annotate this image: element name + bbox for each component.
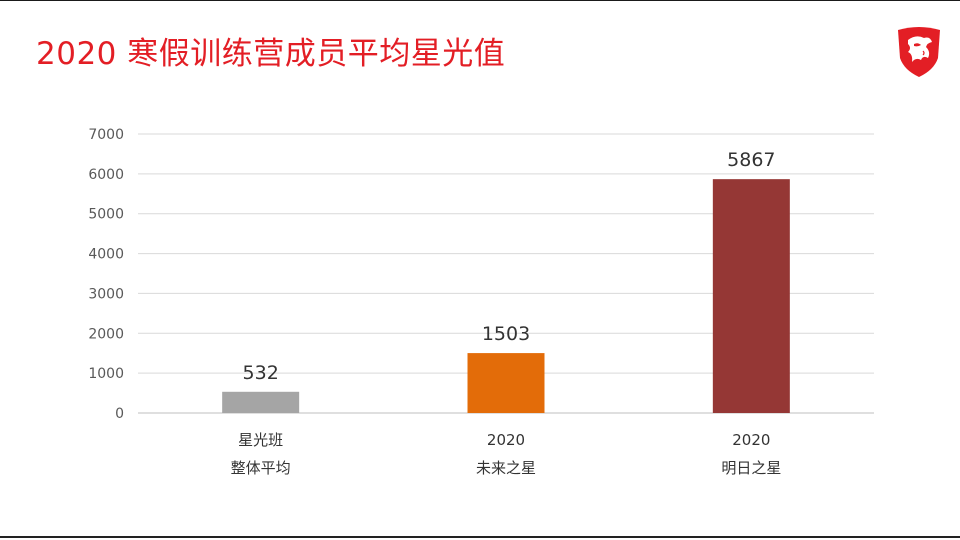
y-tick-label: 6000: [88, 167, 124, 183]
bars: [222, 179, 790, 413]
bar: [222, 391, 300, 413]
y-tick-label: 7000: [88, 127, 124, 143]
top-divider: [0, 0, 960, 1]
slide-title: 2020 寒假训练营成员平均星光值: [36, 36, 506, 72]
bottom-divider: [0, 536, 960, 538]
data-labels: 532 1503 5867: [243, 149, 776, 384]
bar: [467, 353, 545, 413]
y-tick-label: 2000: [88, 326, 124, 342]
y-tick-label: 3000: [88, 286, 124, 302]
data-label: 532: [243, 362, 279, 384]
y-tick-label: 5000: [88, 207, 124, 223]
category-label: 整体平均: [231, 459, 291, 477]
category-label: 2020: [487, 431, 525, 449]
data-label: 1503: [482, 323, 530, 345]
y-tick-label: 4000: [88, 247, 124, 263]
data-label: 5867: [727, 149, 775, 171]
category-label: 星光班: [238, 431, 283, 449]
y-axis-ticks: 0 1000 2000 3000 4000 5000 6000 7000: [88, 127, 124, 422]
bar: [712, 179, 790, 413]
category-label: 明日之星: [721, 459, 781, 477]
y-tick-label: 1000: [88, 366, 124, 382]
category-label: 未来之星: [476, 459, 536, 477]
dragon-shield-icon: [898, 27, 940, 77]
category-label: 2020: [732, 431, 770, 449]
y-tick-label: 0: [115, 406, 124, 422]
